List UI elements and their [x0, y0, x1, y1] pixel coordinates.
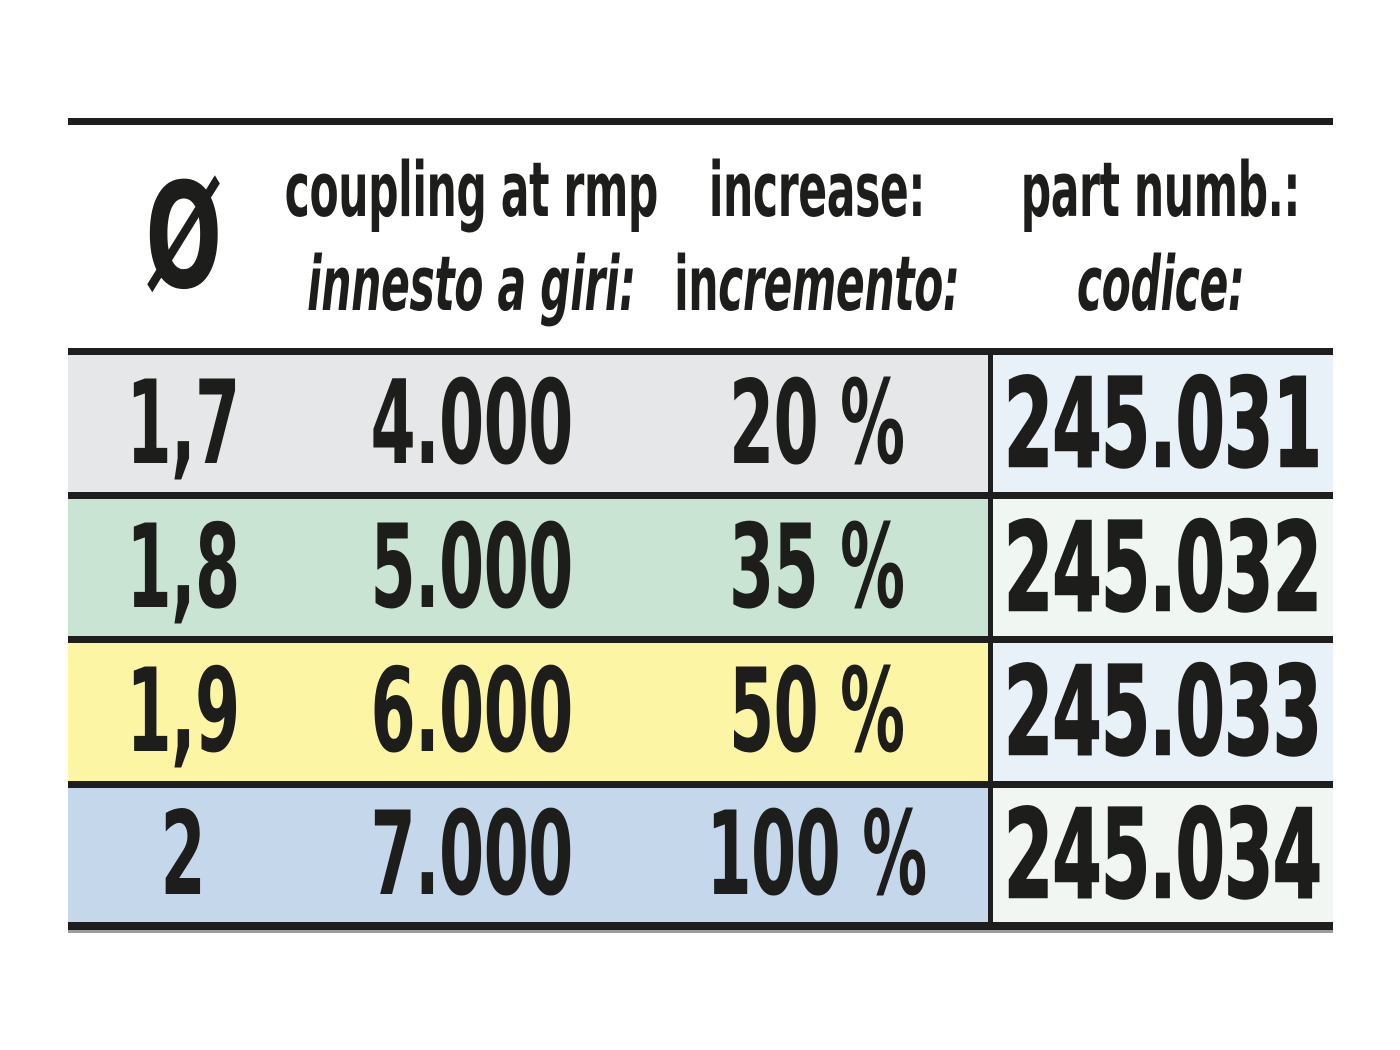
header-increase-it-italic: cremento: [717, 238, 960, 328]
coupling-value: 7.000 [370, 787, 573, 922]
table-top-border [68, 118, 1333, 125]
part-number-value: 245.032 [1004, 496, 1323, 639]
parts-table: Ø coupling at rmp innesto a giri: increa… [68, 118, 1333, 933]
cell-increase: 35 % [645, 499, 988, 636]
cell-diameter: 2 [68, 788, 298, 922]
table-row: 1,7 4.000 20 % 245.031 [68, 355, 1333, 492]
coupling-value: 6.000 [370, 644, 573, 779]
diameter-symbol: Ø [144, 151, 222, 322]
header-part-en: part numb.: [1020, 144, 1301, 234]
part-number-value: 245.033 [1004, 641, 1323, 783]
part-number-value: 245.034 [1004, 784, 1323, 926]
cell-increase: 20 % [645, 355, 988, 492]
diameter-value: 2 [160, 787, 206, 922]
table-row: 1,8 5.000 35 % 245.032 [68, 499, 1333, 636]
cell-coupling: 4.000 [298, 355, 645, 492]
cell-part-number: 245.034 [988, 788, 1333, 922]
diameter-value: 1,9 [126, 644, 240, 779]
increase-value: 50 % [728, 644, 905, 779]
part-number-value: 245.031 [1004, 352, 1323, 495]
header-separator-line [68, 348, 1333, 355]
header-increase-it: incremento: [673, 237, 960, 331]
header-increase-it-prefix: in [673, 238, 718, 328]
cell-part-number: 245.033 [988, 643, 1333, 781]
increase-value: 100 % [706, 787, 927, 922]
header-coupling-en: coupling at rmp [284, 144, 659, 234]
row-separator-line [68, 781, 1333, 788]
header-cell-diameter: Ø [68, 125, 298, 348]
cell-diameter: 1,9 [68, 643, 298, 781]
header-coupling-it: innesto a giri: [307, 238, 636, 328]
cell-diameter: 1,8 [68, 499, 298, 636]
cell-increase: 100 % [645, 788, 988, 922]
cell-part-number: 245.031 [988, 355, 1333, 492]
diameter-value: 1,7 [126, 355, 240, 491]
cell-coupling: 6.000 [298, 643, 645, 781]
table-row: 1,9 6.000 50 % 245.033 [68, 643, 1333, 781]
table-bottom-border [68, 922, 1333, 930]
header-part-it: codice: [1076, 238, 1245, 328]
cell-increase: 50 % [645, 643, 988, 781]
row-separator-line [68, 492, 1333, 499]
increase-value: 35 % [728, 499, 905, 635]
increase-value: 20 % [728, 355, 905, 491]
cell-coupling: 7.000 [298, 788, 645, 922]
table-row: 2 7.000 100 % 245.034 [68, 788, 1333, 922]
header-cell-increase: increase: incremento: [645, 125, 988, 348]
header-cell-part-number: part numb.: codice: [988, 125, 1333, 348]
header-increase-en: increase: [708, 144, 925, 234]
header-cell-coupling: coupling at rmp innesto a giri: [285, 125, 659, 348]
cell-part-number: 245.032 [988, 499, 1333, 636]
cell-coupling: 5.000 [298, 499, 645, 636]
coupling-value: 4.000 [370, 355, 573, 491]
row-separator-line [68, 636, 1333, 643]
cell-diameter: 1,7 [68, 355, 298, 492]
table-header-row: Ø coupling at rmp innesto a giri: increa… [68, 125, 1333, 348]
diameter-value: 1,8 [126, 499, 240, 635]
coupling-value: 5.000 [370, 499, 573, 635]
table-bottom-shadow [68, 930, 1333, 933]
